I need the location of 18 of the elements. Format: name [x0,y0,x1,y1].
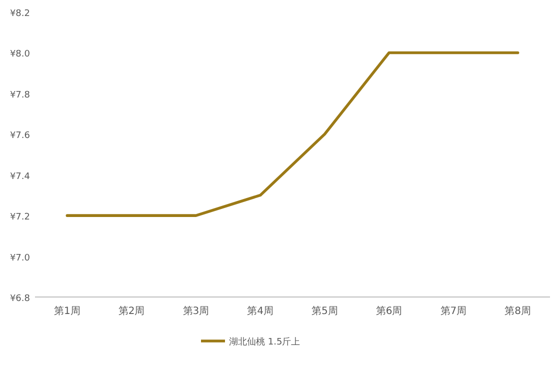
y-tick-label: ¥7.6 [10,131,30,142]
x-tick-label: 第5周 [312,305,338,317]
y-tick-label: ¥7.2 [10,212,30,223]
x-tick-label: 第3周 [182,305,210,317]
x-tick-label: 第6周 [376,305,402,317]
y-tick-label: ¥8.0 [10,50,30,60]
y-tick-label: ¥7.8 [10,90,30,100]
y-tick-label: ¥7.4 [10,172,30,182]
y-tick-label: ¥7.0 [10,253,30,264]
y-tick-label: ¥6.8 [10,294,30,304]
x-tick-label: 第8周 [504,305,531,317]
y-tick-label: ¥8.2 [10,9,30,19]
x-tick-label: 第4周 [247,305,274,317]
x-tick-label: 第7周 [440,305,467,317]
x-tick-label: 第1周 [54,305,80,317]
legend-label: 湖北仙桃 1.5斤上 [229,336,300,348]
line-series [66,51,520,217]
x-tick-label: 第2周 [118,305,145,317]
